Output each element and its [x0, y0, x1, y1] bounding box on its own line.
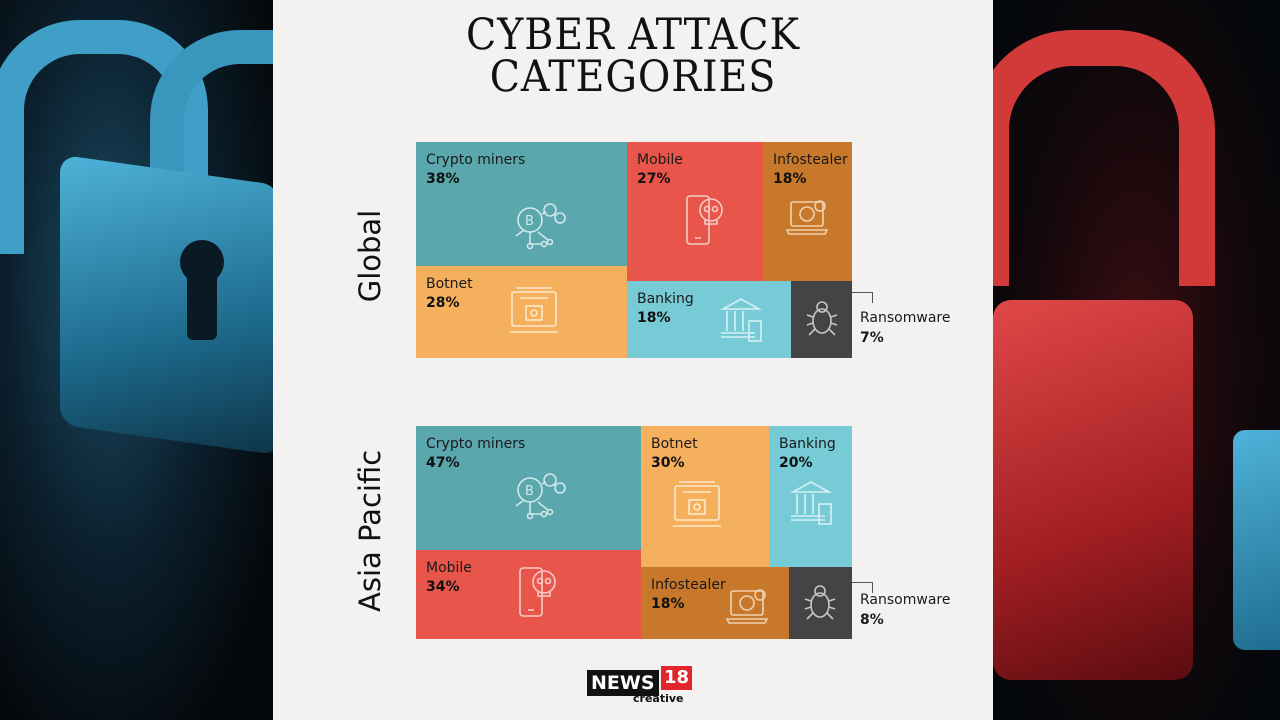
- logo-brand: NEWS: [587, 670, 659, 696]
- bitcoin-network-icon: B: [515, 473, 566, 520]
- laptop-skull-icon: [785, 200, 829, 235]
- section-label-asia-pacific: Asia Pacific: [353, 449, 387, 612]
- bug-icon: [804, 585, 836, 620]
- svg-text:B: B: [525, 484, 534, 499]
- tile-label: Botnet: [426, 276, 473, 292]
- phone-skull-icon: [519, 567, 556, 617]
- padlock-icon: [60, 154, 273, 456]
- tile-label: Banking: [779, 436, 836, 452]
- tile-label: Mobile: [637, 152, 683, 168]
- bug-icon: [806, 301, 838, 336]
- tile-value: 8%: [860, 612, 884, 628]
- tile-ap-mobile: Mobile 34%: [416, 550, 641, 639]
- logo-number: 18: [661, 666, 693, 690]
- tile-value: 18%: [651, 596, 685, 612]
- tile-label: Ransomware: [860, 592, 951, 608]
- keyhole-icon: [187, 270, 217, 340]
- leader-line: [852, 582, 873, 593]
- tile-label: Crypto miners: [426, 436, 526, 452]
- bank-icon: [789, 481, 833, 525]
- title-line: CYBER ATTACK: [466, 10, 800, 60]
- botnet-server-icon: [673, 481, 721, 527]
- tile-label: Banking: [637, 291, 694, 307]
- outside-label-global-ransomware: Ransomware 7%: [860, 308, 950, 348]
- tile-global-banking: Banking 18%: [627, 281, 791, 358]
- phone-skull-icon: [686, 195, 723, 245]
- tile-global-crypto-miners: Crypto miners 38% B: [416, 142, 627, 266]
- tile-value: 28%: [426, 295, 460, 311]
- laptop-skull-icon: [725, 589, 769, 624]
- tile-global-botnet: Botnet 28%: [416, 266, 627, 358]
- padlock-icon: [1233, 430, 1280, 650]
- tile-value: 38%: [426, 171, 460, 187]
- tile-global-ransomware: [791, 281, 852, 358]
- tile-ap-crypto-miners: Crypto miners 47% B: [416, 426, 641, 550]
- bitcoin-network-icon: B: [515, 203, 566, 250]
- title-line: CATEGORIES: [489, 52, 777, 102]
- page-title: CYBER ATTACK CATEGORIES: [302, 10, 964, 102]
- tile-label: Botnet: [651, 436, 698, 452]
- tile-value: 18%: [773, 171, 807, 187]
- tile-global-mobile: Mobile 27%: [627, 142, 763, 281]
- tile-value: 30%: [651, 455, 685, 471]
- tile-ap-infostealer: Infostealer 18%: [641, 567, 789, 639]
- tile-label: Ransomware: [860, 310, 951, 326]
- padlock-shackle-icon: [993, 30, 1215, 286]
- infographic-panel: CYBER ATTACK CATEGORIES Global Crypto mi…: [273, 0, 993, 720]
- tile-label: Mobile: [426, 560, 472, 576]
- tile-global-infostealer: Infostealer 18%: [763, 142, 852, 281]
- botnet-server-icon: [510, 287, 558, 333]
- padlock-icon: [993, 300, 1193, 680]
- logo-sub: creative: [633, 692, 684, 705]
- tile-value: 20%: [779, 455, 813, 471]
- tile-value: 47%: [426, 455, 460, 471]
- tile-ap-ransomware: [789, 567, 852, 639]
- outside-label-ap-ransomware: Ransomware 8%: [860, 590, 950, 630]
- svg-text:B: B: [525, 214, 534, 229]
- tile-label: Infostealer: [651, 577, 726, 593]
- background-left-photo: [0, 0, 273, 720]
- tile-value: 34%: [426, 579, 460, 595]
- bank-icon: [719, 298, 763, 342]
- tile-value: 18%: [637, 310, 671, 326]
- tile-value: 27%: [637, 171, 671, 187]
- section-label-global: Global: [353, 209, 387, 303]
- tile-label: Infostealer: [773, 152, 848, 168]
- leader-line: [852, 292, 873, 303]
- tile-label: Crypto miners: [426, 152, 526, 168]
- tile-ap-banking: Banking 20%: [769, 426, 852, 567]
- tile-value: 7%: [860, 330, 884, 346]
- tile-ap-botnet: Botnet 30%: [641, 426, 769, 567]
- background-right-photo: [993, 0, 1280, 720]
